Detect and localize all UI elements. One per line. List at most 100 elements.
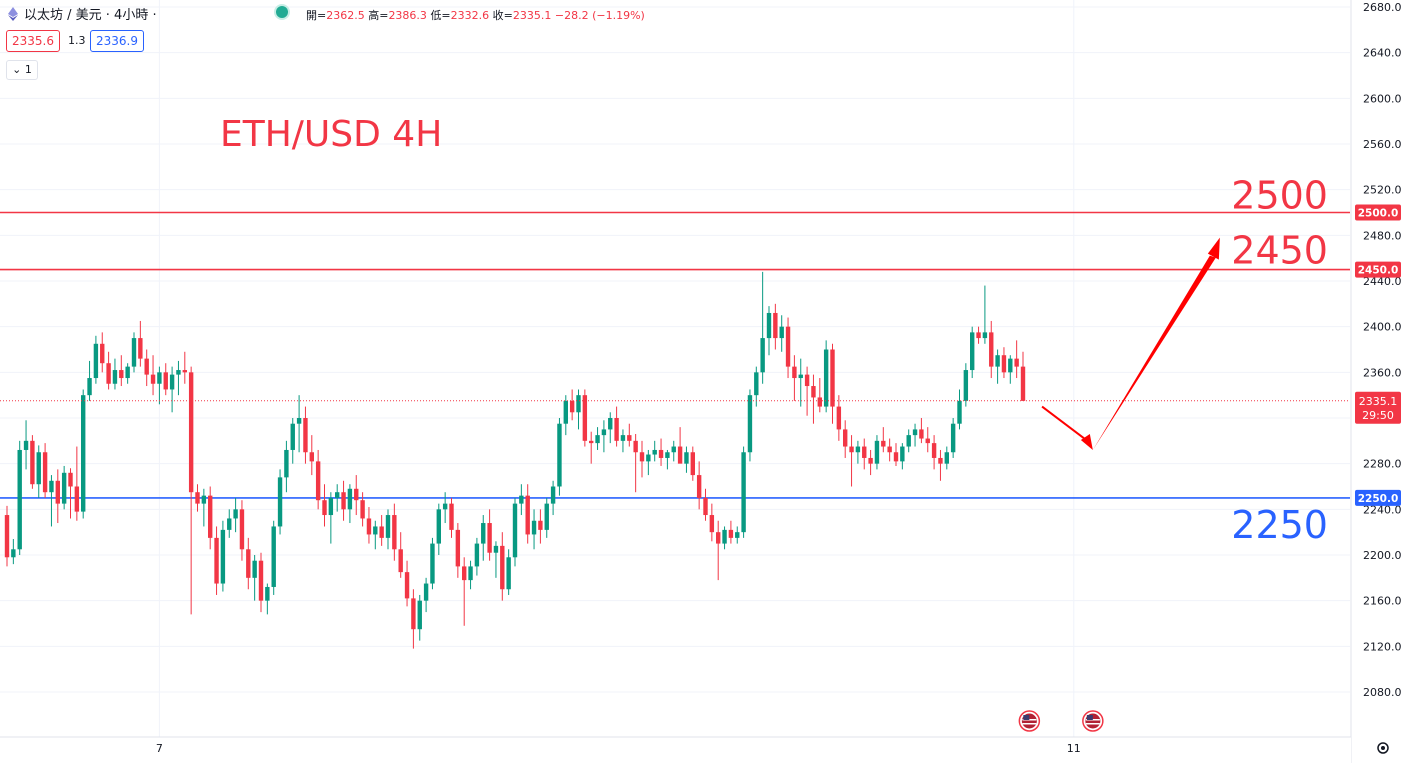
candle-body: [119, 370, 124, 379]
high-label: 高=: [368, 9, 389, 22]
price-axis[interactable]: 2680.0 2640.0 2600.0 2560.0 2520.0 2480.0 2440…: [1350, 0, 1405, 763]
candle-body: [284, 449, 289, 478]
candle-body: [868, 457, 873, 464]
projection-arrow: [1041, 237, 1220, 450]
candle-body: [87, 378, 92, 396]
candle-body: [112, 370, 118, 384]
candle: [411, 589, 416, 649]
buy-price-button[interactable]: 2336.9: [90, 30, 144, 52]
candle-body: [912, 429, 918, 436]
flag-stripe-white: [1085, 723, 1100, 725]
candle: [703, 488, 708, 521]
candle: [42, 443, 48, 498]
price-tick-label: 2680.0: [1363, 1, 1402, 14]
candle-body: [335, 492, 340, 498]
candle-body: [436, 509, 441, 544]
candle: [747, 389, 753, 462]
candle-body: [544, 503, 549, 530]
candle-body: [874, 440, 880, 464]
candle: [138, 320, 143, 367]
candle: [862, 438, 867, 470]
horizontal-levels: 2500 2450 2250: [0, 174, 1350, 547]
close-value: 2335.1: [512, 9, 552, 22]
candle-body: [81, 395, 86, 512]
market-status-icon: [276, 6, 288, 18]
candle: [760, 271, 765, 384]
candle: [963, 363, 969, 407]
candle: [449, 497, 454, 538]
gear-icon[interactable]: [1377, 742, 1389, 754]
candle-body: [608, 418, 613, 430]
us-flag-icon[interactable]: [1018, 710, 1041, 732]
indicator-count: 1: [24, 63, 32, 76]
arrow-segment-down: [1041, 405, 1090, 443]
candle: [100, 332, 105, 373]
candle-body: [506, 557, 511, 590]
candle-body: [309, 452, 314, 462]
candle: [995, 349, 1000, 384]
candle-body: [493, 545, 499, 553]
event-markers: [1018, 710, 1104, 732]
price-tick-label: 2640.0: [1363, 47, 1402, 60]
candle-body: [341, 492, 346, 510]
candle-body: [220, 529, 226, 584]
candle: [404, 560, 410, 607]
candle-body: [938, 457, 943, 464]
low-label: 低=: [430, 9, 451, 22]
candle-body: [557, 423, 562, 487]
candle-body: [843, 429, 848, 447]
candle: [81, 389, 86, 519]
sell-price-button[interactable]: 2335.6: [6, 30, 60, 52]
candle-body: [982, 332, 988, 339]
indicator-toggle-button[interactable]: ⌄ 1: [6, 60, 38, 80]
candle: [868, 449, 873, 476]
price-tick-label: 2120.0: [1363, 640, 1402, 653]
candle: [709, 503, 715, 542]
candle-body: [411, 598, 416, 630]
candle-body: [862, 446, 867, 458]
candle-body: [366, 518, 372, 535]
low-value: 2332.6: [450, 9, 490, 22]
candle-body: [525, 495, 530, 535]
time-axis-background: [0, 737, 1351, 763]
candle: [989, 320, 994, 379]
candle: [335, 484, 340, 512]
ohlc-readout: 開=2362.5 高=2386.3 低=2332.6 收=2335.1 −28.…: [306, 7, 645, 23]
candle: [379, 515, 384, 546]
ethereum-icon: [8, 7, 18, 21]
candle: [487, 509, 492, 561]
candle-body: [195, 492, 200, 504]
candle-body: [449, 503, 454, 530]
candle-body: [836, 406, 842, 430]
candle-body: [379, 526, 384, 538]
candle-body: [246, 549, 251, 578]
symbol-header[interactable]: 以太坊 / 美元 · 4小時 ·: [8, 4, 157, 23]
candle: [87, 360, 92, 401]
candle: [754, 366, 759, 407]
candle: [500, 532, 505, 601]
candle: [957, 389, 962, 430]
candle-body: [944, 452, 949, 464]
candle-body: [639, 452, 645, 462]
candle-body: [455, 529, 461, 567]
candle-body: [614, 418, 619, 441]
candle-body: [176, 370, 181, 375]
us-flag-icon[interactable]: [1082, 710, 1104, 732]
candle: [163, 363, 168, 396]
candle: [728, 520, 734, 544]
candle-body: [595, 435, 600, 444]
candle: [677, 427, 683, 464]
candle: [354, 475, 359, 516]
open-value: 2362.5: [326, 9, 365, 22]
candle: [284, 440, 289, 493]
candle: [125, 363, 130, 384]
candle-body: [258, 560, 264, 601]
candle: [271, 520, 276, 595]
level-label-2250: 2250: [1231, 503, 1328, 547]
candle: [766, 306, 772, 356]
close-label: 收=: [492, 9, 513, 22]
time-axis[interactable]: 711141821252820244811: [0, 736, 1405, 763]
candle: [398, 532, 403, 578]
